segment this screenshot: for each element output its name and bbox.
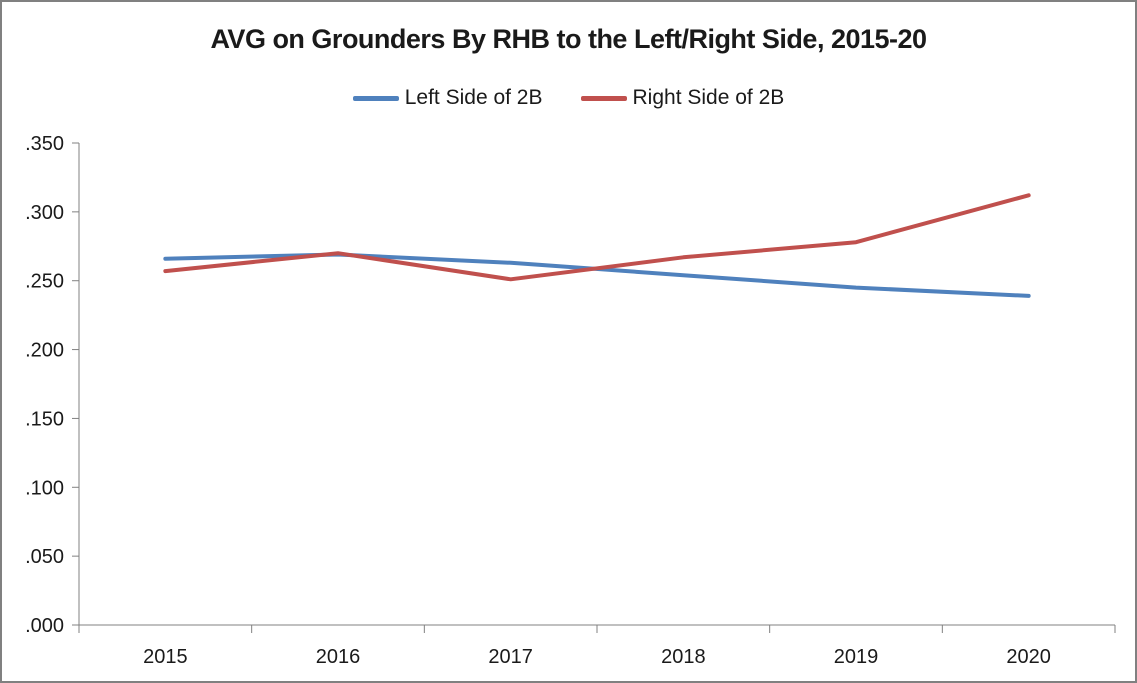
y-tick-label: .350 — [25, 133, 64, 155]
y-tick-label: .100 — [25, 477, 64, 499]
legend-label-left-series: Left Side of 2B — [404, 86, 543, 109]
y-tick-label: .300 — [25, 202, 64, 224]
legend-item-left-side[interactable]: Left Side of 2B — [352, 86, 543, 110]
y-tick-label: .200 — [25, 340, 64, 362]
x-tick-label: 2020 — [1006, 646, 1051, 668]
x-tick-label: 2015 — [143, 646, 188, 668]
series-line-left-side-of-2b[interactable] — [163, 252, 1031, 298]
y-tick-label: .250 — [25, 271, 64, 293]
legend-item-right-side[interactable]: Right Side of 2B — [580, 86, 785, 110]
legend-swatch-left-series — [352, 95, 399, 101]
x-tick-label: 2017 — [488, 646, 533, 668]
legend-label-right-series: Right Side of 2B — [632, 86, 785, 109]
y-tick-label: .000 — [25, 615, 64, 637]
series-line-right-side-of-2b[interactable] — [163, 193, 1031, 282]
y-tick-label: .050 — [25, 546, 64, 568]
x-tick-label: 2018 — [661, 646, 706, 668]
y-tick-label: .150 — [25, 408, 64, 430]
x-tick-label: 2016 — [316, 646, 361, 668]
legend: Left Side of 2B Right Side of 2B — [2, 86, 1135, 110]
chart-title: AVG on Grounders By RHB to the Left/Righ… — [210, 24, 927, 54]
legend-swatch-right-series — [580, 95, 627, 101]
x-tick-label: 2019 — [834, 646, 879, 668]
